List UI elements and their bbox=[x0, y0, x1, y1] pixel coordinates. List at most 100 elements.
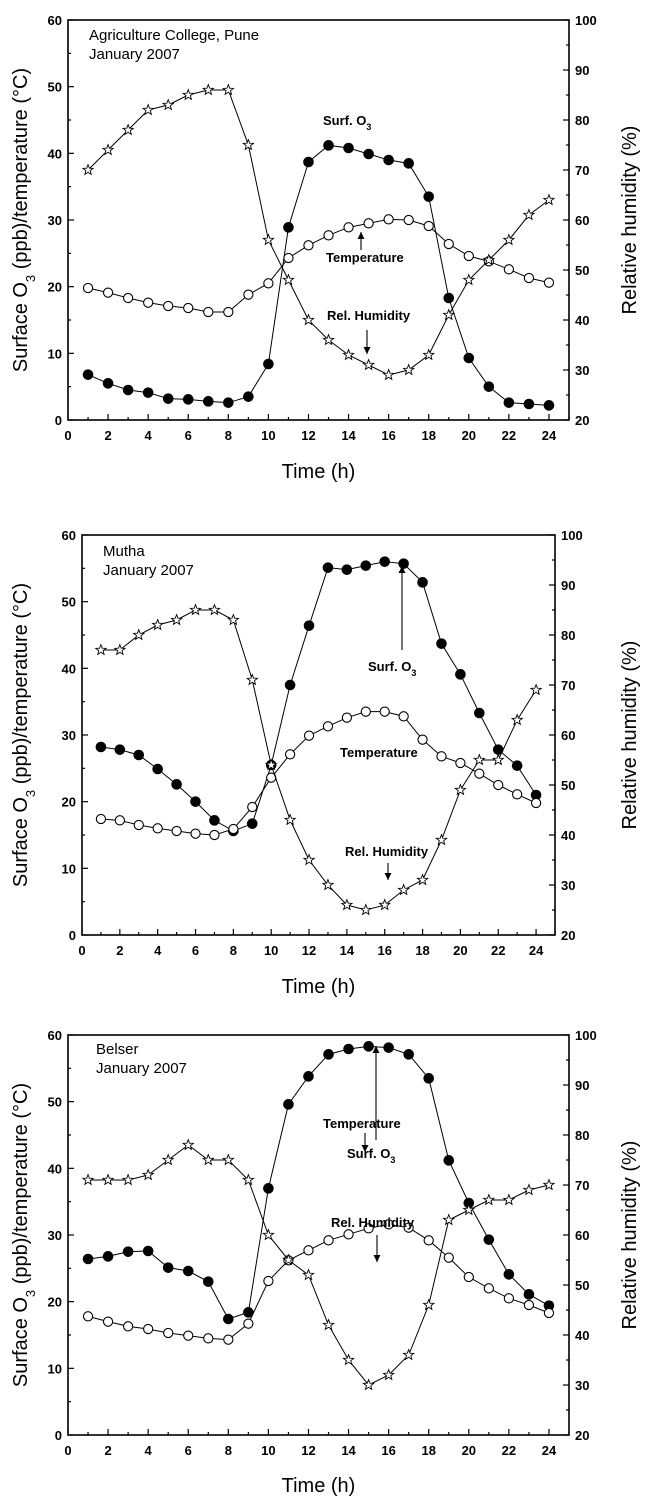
data-point bbox=[163, 1327, 174, 1339]
data-point bbox=[181, 88, 195, 101]
x-tick-label: 10 bbox=[261, 1443, 275, 1458]
data-point bbox=[502, 1193, 516, 1206]
data-point bbox=[402, 1348, 416, 1361]
data-point bbox=[81, 1173, 95, 1186]
x-tick-label: 20 bbox=[453, 943, 467, 958]
y-right-tick-label: 60 bbox=[575, 213, 589, 228]
data-point bbox=[114, 744, 126, 755]
y-right-tick-label: 60 bbox=[561, 728, 575, 743]
x-tick-label: 16 bbox=[381, 428, 395, 443]
panel-period-label: January 2007 bbox=[96, 1060, 187, 1077]
y-left-title-part: Surface O bbox=[10, 1297, 32, 1387]
x-tick-label: 0 bbox=[64, 1443, 71, 1458]
y-left-tick-label: 20 bbox=[48, 280, 62, 295]
data-point bbox=[152, 823, 163, 834]
x-tick-label: 20 bbox=[462, 1443, 476, 1458]
data-point bbox=[463, 1271, 474, 1283]
y-right-tick-label: 70 bbox=[575, 1178, 589, 1193]
y-right-tick-label: 90 bbox=[561, 578, 575, 593]
y-left-title-part: Surface O bbox=[10, 282, 32, 372]
data-point bbox=[262, 233, 275, 246]
data-point bbox=[82, 369, 94, 380]
data-point bbox=[142, 387, 154, 398]
data-point bbox=[302, 853, 316, 866]
data-point bbox=[162, 1262, 174, 1273]
series-3 bbox=[81, 83, 556, 381]
x-tick-label: 16 bbox=[377, 943, 391, 958]
y-right-tick-label: 20 bbox=[575, 413, 589, 428]
data-point bbox=[491, 753, 505, 766]
y-left-tick-label: 60 bbox=[62, 528, 76, 543]
data-point bbox=[523, 1299, 535, 1311]
panel-period-label: January 2007 bbox=[89, 46, 180, 63]
y-left-tick-label: 30 bbox=[48, 1228, 62, 1243]
data-point bbox=[302, 313, 315, 326]
data-point bbox=[403, 214, 414, 226]
y-left-tick-label: 0 bbox=[55, 1428, 62, 1443]
data-point bbox=[223, 1334, 234, 1345]
data-point bbox=[81, 163, 95, 176]
data-point bbox=[343, 222, 354, 233]
data-point bbox=[82, 1253, 94, 1265]
data-point bbox=[402, 363, 416, 376]
y-right-tick-label: 100 bbox=[561, 528, 583, 543]
series-line bbox=[87, 1045, 550, 1320]
y-right-tick-label: 100 bbox=[575, 1028, 597, 1043]
data-point bbox=[323, 1049, 334, 1060]
data-point bbox=[383, 1219, 394, 1230]
data-point bbox=[242, 138, 255, 151]
data-point bbox=[522, 208, 536, 221]
data-point bbox=[397, 883, 410, 896]
data-point bbox=[182, 394, 194, 405]
data-point bbox=[190, 828, 201, 839]
data-point bbox=[223, 306, 234, 318]
annotation-subscript: 3 bbox=[390, 1155, 395, 1165]
x-tick-label: 4 bbox=[154, 943, 162, 958]
y-left-axis-title: Surface O3 (ppb)/temperature (°C) bbox=[10, 583, 38, 887]
data-point bbox=[543, 1307, 555, 1319]
data-point bbox=[102, 1316, 114, 1327]
data-point bbox=[443, 1252, 454, 1263]
data-point bbox=[183, 1330, 194, 1341]
x-tick-label: 20 bbox=[462, 428, 476, 443]
x-tick-label: 6 bbox=[192, 943, 199, 958]
series-2 bbox=[95, 706, 542, 841]
data-point bbox=[443, 1155, 455, 1166]
x-tick-label: 12 bbox=[301, 428, 315, 443]
data-point bbox=[263, 358, 274, 370]
data-point bbox=[423, 1235, 434, 1246]
data-point bbox=[423, 1073, 435, 1084]
series-line bbox=[100, 561, 537, 832]
data-point bbox=[82, 1311, 94, 1322]
data-point bbox=[243, 1318, 254, 1329]
data-point bbox=[343, 142, 354, 154]
annotation-surf-o3: Surf. O3 bbox=[368, 659, 416, 678]
data-point bbox=[443, 292, 455, 304]
data-point bbox=[283, 813, 297, 826]
data-point bbox=[202, 396, 214, 407]
data-point bbox=[523, 1289, 535, 1300]
y-left-title-part: Surface O bbox=[10, 797, 32, 887]
data-point bbox=[503, 1269, 515, 1280]
data-point bbox=[122, 1246, 134, 1257]
data-point bbox=[398, 711, 409, 722]
data-point bbox=[142, 1245, 154, 1257]
data-point bbox=[422, 1298, 436, 1311]
data-point bbox=[303, 1245, 314, 1256]
data-point bbox=[363, 1041, 374, 1052]
x-tick-label: 6 bbox=[185, 1443, 192, 1458]
y-left-axis-title: Surface O3 (ppb)/temperature (°C) bbox=[10, 68, 38, 372]
series-line bbox=[87, 218, 550, 313]
x-tick-label: 24 bbox=[542, 428, 557, 443]
y-right-tick-label: 80 bbox=[575, 1128, 589, 1143]
data-point bbox=[363, 1223, 374, 1234]
data-point bbox=[511, 760, 523, 771]
y-right-tick-label: 90 bbox=[575, 1078, 589, 1093]
data-point bbox=[417, 734, 428, 745]
y-right-tick-label: 30 bbox=[561, 878, 575, 893]
annotation-arrowhead-temperature bbox=[361, 1145, 369, 1152]
annotation-part: Surf. O bbox=[368, 659, 411, 674]
y-right-tick-label: 70 bbox=[561, 678, 575, 693]
x-axis-title: Time (h) bbox=[282, 1475, 356, 1497]
data-point bbox=[227, 613, 240, 626]
